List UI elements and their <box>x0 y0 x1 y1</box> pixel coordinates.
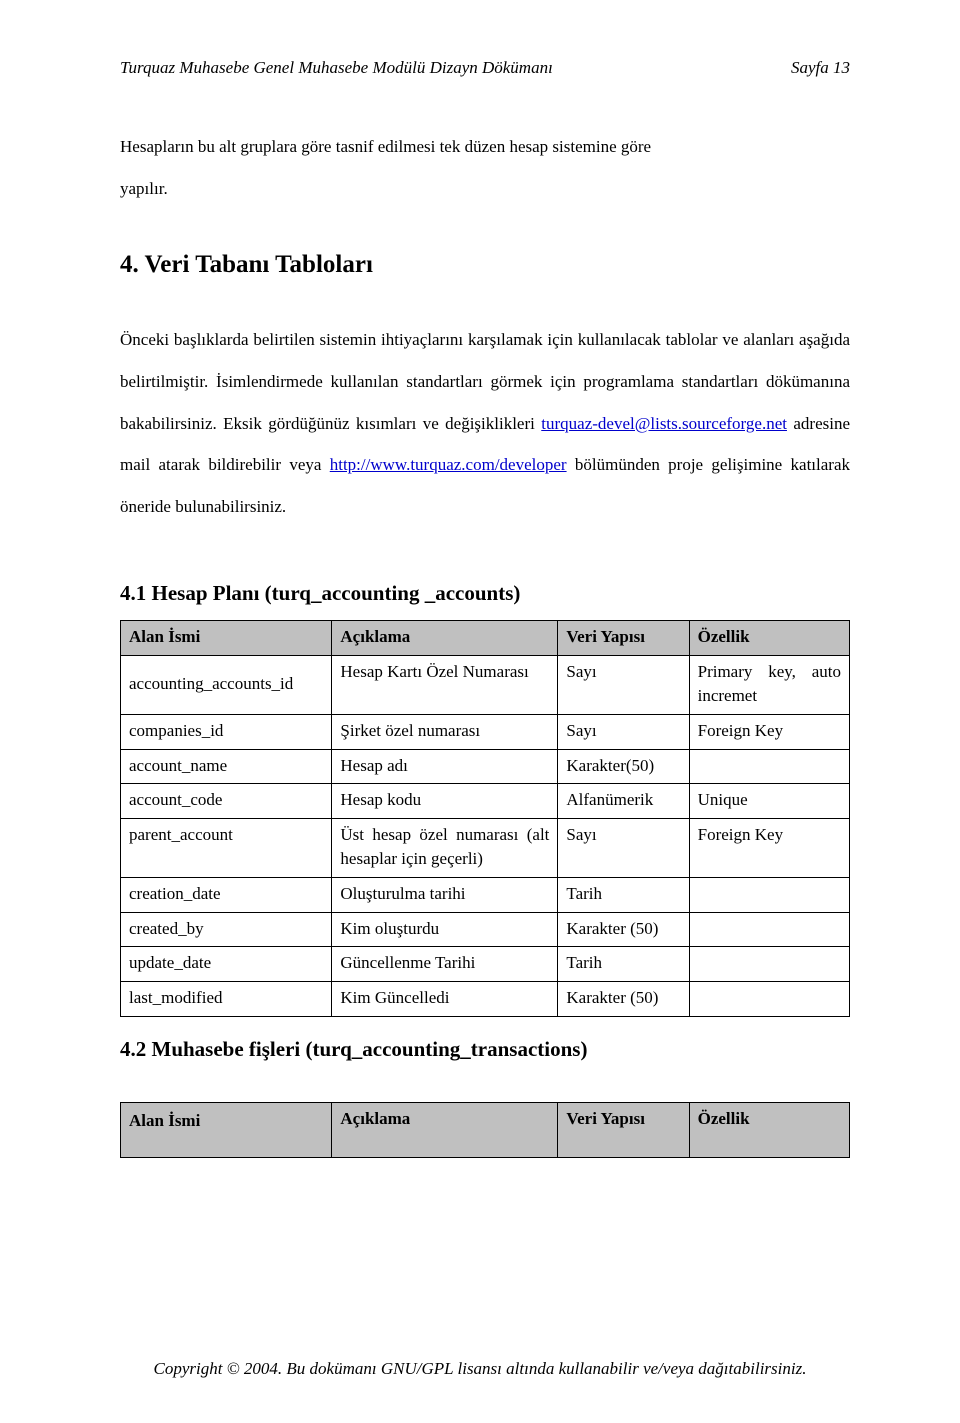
td: Sayı <box>558 656 689 715</box>
td: Alfanümerik <box>558 784 689 819</box>
td: Güncellenme Tarihi <box>332 947 558 982</box>
th: Veri Yapısı <box>558 1103 689 1158</box>
td <box>689 749 849 784</box>
td: creation_date <box>121 877 332 912</box>
email-link[interactable]: turquaz-devel@lists.sourceforge.net <box>541 414 787 433</box>
td <box>689 982 849 1017</box>
table-row: account_code Hesap kodu Alfanümerik Uniq… <box>121 784 850 819</box>
table-row: update_date Güncellenme Tarihi Tarih <box>121 947 850 982</box>
table-header-row: Alan İsmi Açıklama Veri Yapısı Özellik <box>121 621 850 656</box>
th: Veri Yapısı <box>558 621 689 656</box>
td: Karakter(50) <box>558 749 689 784</box>
td: update_date <box>121 947 332 982</box>
td: Oluşturulma tarihi <box>332 877 558 912</box>
table-row: companies_id Şirket özel numarası Sayı F… <box>121 714 850 749</box>
td: Şirket özel numarası <box>332 714 558 749</box>
table-header-row: Alan İsmi Açıklama Veri Yapısı Özellik <box>121 1103 850 1158</box>
page-footer: Copyright © 2004. Bu dokümanı GNU/GPL li… <box>0 1359 960 1379</box>
intro-line-2: yapılır. <box>120 179 168 198</box>
td: Unique <box>689 784 849 819</box>
header-left: Turquaz Muhasebe Genel Muhasebe Modülü D… <box>120 58 553 78</box>
table-transactions: Alan İsmi Açıklama Veri Yapısı Özellik <box>120 1102 850 1158</box>
intro-line-1: Hesapların bu alt gruplara göre tasnif e… <box>120 137 651 156</box>
heading-4-1: 4.1 Hesap Planı (turq_accounting _accoun… <box>120 581 850 606</box>
th: Açıklama <box>332 1103 558 1158</box>
td: Hesap kodu <box>332 784 558 819</box>
th: Alan İsmi <box>121 1103 332 1158</box>
td: account_name <box>121 749 332 784</box>
developer-link[interactable]: http://www.turquaz.com/developer <box>330 455 567 474</box>
td: Primary key, auto incremet <box>689 656 849 715</box>
td: Karakter (50) <box>558 982 689 1017</box>
table-row: last_modified Kim Güncelledi Karakter (5… <box>121 982 850 1017</box>
td: Hesap adı <box>332 749 558 784</box>
td: Foreign Key <box>689 714 849 749</box>
td <box>689 912 849 947</box>
td <box>689 947 849 982</box>
table-row: account_name Hesap adı Karakter(50) <box>121 749 850 784</box>
td: Sayı <box>558 714 689 749</box>
td: Karakter (50) <box>558 912 689 947</box>
td: Sayı <box>558 819 689 878</box>
th: Alan İsmi <box>121 621 332 656</box>
table-row: accounting_accounts_id Hesap Kartı Özel … <box>121 656 850 715</box>
th: Özellik <box>689 1103 849 1158</box>
td: Tarih <box>558 947 689 982</box>
table-row: creation_date Oluşturulma tarihi Tarih <box>121 877 850 912</box>
th: Açıklama <box>332 621 558 656</box>
page-header: Turquaz Muhasebe Genel Muhasebe Modülü D… <box>120 58 850 78</box>
heading-4: 4. Veri Tabanı Tabloları <box>120 251 850 279</box>
table-accounts: Alan İsmi Açıklama Veri Yapısı Özellik a… <box>120 620 850 1017</box>
intro-paragraph: Hesapların bu alt gruplara göre tasnif e… <box>120 126 850 209</box>
td: account_code <box>121 784 332 819</box>
th: Özellik <box>689 621 849 656</box>
heading-4-2: 4.2 Muhasebe fişleri (turq_accounting_tr… <box>120 1037 850 1062</box>
td: Foreign Key <box>689 819 849 878</box>
td <box>689 877 849 912</box>
header-right: Sayfa 13 <box>791 58 850 78</box>
td: parent_account <box>121 819 332 878</box>
table-row: created_by Kim oluşturdu Karakter (50) <box>121 912 850 947</box>
td: accounting_accounts_id <box>121 656 332 715</box>
td: last_modified <box>121 982 332 1017</box>
td: companies_id <box>121 714 332 749</box>
td: Hesap Kartı Özel Numarası <box>332 656 558 715</box>
td: created_by <box>121 912 332 947</box>
table-row: parent_account Üst hesap özel numarası (… <box>121 819 850 878</box>
td: Tarih <box>558 877 689 912</box>
section-4-paragraph: Önceki başlıklarda belirtilen sistemin i… <box>120 319 850 527</box>
td: Üst hesap özel numarası (alt hesaplar iç… <box>332 819 558 878</box>
td: Kim oluşturdu <box>332 912 558 947</box>
td: Kim Güncelledi <box>332 982 558 1017</box>
